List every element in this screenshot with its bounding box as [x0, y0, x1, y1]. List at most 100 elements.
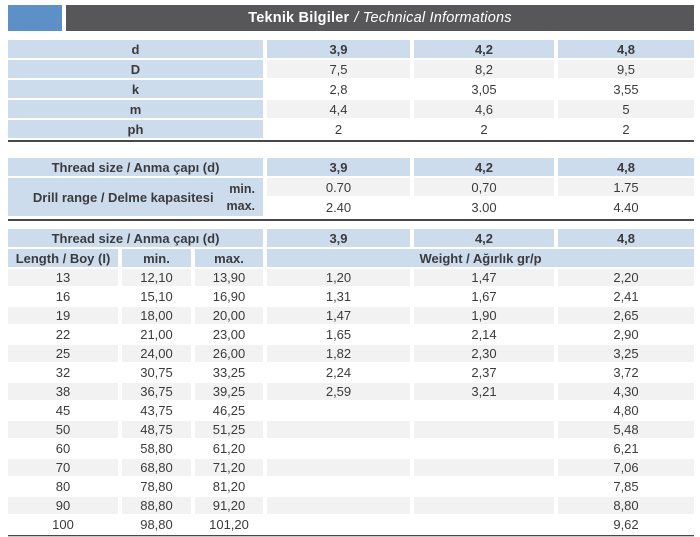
table-cell: 4,4: [267, 100, 410, 118]
table-cell: 60: [55, 441, 71, 456]
table-cell: 9,5: [558, 60, 694, 78]
table-cell: 36,75: [122, 383, 191, 400]
table-cell: 2,65: [558, 307, 694, 324]
table-cell: [414, 478, 554, 495]
table-cell: 1,82: [267, 345, 410, 362]
table-cell: 4.40: [613, 199, 639, 215]
table-row: 60 58,80 61,20 6,21: [8, 440, 694, 457]
table-cell: 5: [558, 100, 694, 118]
table-cell: 16: [55, 289, 71, 304]
table-cell: 3,55: [613, 81, 639, 97]
table-cell: 43,75: [140, 403, 173, 418]
table-cell: [267, 478, 410, 495]
table-cell: 8,2: [414, 60, 554, 78]
length-header: Length / Boy (I): [8, 249, 118, 267]
table-cell: [267, 459, 410, 476]
table-cell: [414, 402, 554, 419]
row-label: d: [8, 40, 263, 58]
table-cell: 4,80: [613, 403, 639, 418]
table-cell: 4,8: [558, 40, 694, 58]
table-cell: 91,20: [195, 497, 263, 514]
table-cell: 2,37: [471, 365, 497, 380]
table-cell: 70: [8, 459, 118, 476]
table-cell: 1,47: [267, 307, 410, 324]
table-cell: 1,20: [267, 269, 410, 286]
technical-info-sheet: Teknik Bilgiler / Technical Informations…: [8, 5, 694, 537]
table-cell: 22: [55, 327, 71, 342]
table-cell: 81,20: [212, 479, 246, 494]
row-label: D: [8, 60, 263, 78]
table-header-row: Thread size / Anma çapı (d) 3,9 4,2 4,8: [8, 229, 694, 247]
table-row: 45 43,75 46,25 4,80: [8, 402, 694, 419]
table-subheader-row: Length / Boy (I) min. max. Weight / Ağır…: [8, 249, 694, 267]
table-row: 16 15,10 16,90 1,31 1,67 2,41: [8, 288, 694, 305]
table-cell: 71,20: [195, 459, 263, 476]
table-cell: 16,90: [212, 289, 246, 304]
table-cell: 2: [622, 121, 630, 137]
parameters-table: d 3,9 4,2 4,8 D 7,5 8,2 9,5 k 2,8 3,05 3,55 m 4,4 4,6 5…: [8, 40, 694, 138]
page-title-main: Teknik Bilgiler: [248, 10, 350, 26]
table-cell: 1,90: [414, 307, 554, 324]
column-header-size-2: 4,2: [414, 229, 554, 247]
thread-size-header: Thread size / Anma çapı (d): [8, 158, 263, 176]
table-cell: [414, 459, 554, 476]
column-header-size-2: 4,2: [414, 158, 554, 176]
table1-bottom-border: [8, 140, 694, 142]
table-cell: 2,20: [558, 269, 694, 286]
row-label: k: [8, 80, 263, 98]
table-cell: 15,10: [140, 289, 173, 304]
table-cell: 20,00: [195, 307, 263, 324]
table-cell: 4,2: [414, 40, 554, 58]
table-cell: 19: [8, 307, 118, 324]
table-cell: 2,41: [613, 289, 639, 304]
drill-range-row: Drill range / Delme kapasitesi min. max.…: [8, 178, 694, 216]
table2-bottom-border: [8, 219, 694, 221]
table-cell: 50: [8, 421, 118, 438]
table-cell: 2,14: [471, 327, 497, 342]
drill-min-row: 0.70 0,70 1.75: [267, 178, 694, 196]
table-cell: 3.00: [471, 199, 497, 215]
weight-header: Weight / Ağırlık gr/p: [267, 249, 694, 267]
table-cell: 3,05: [471, 81, 497, 97]
table-row: 50 48,75 51,25 5,48: [8, 421, 694, 438]
table-cell: 18,00: [122, 307, 191, 324]
table-cell: 1,67: [471, 289, 497, 304]
table-cell: 61,20: [212, 441, 246, 456]
table-cell: 3,21: [414, 383, 554, 400]
table-cell: 25: [8, 345, 118, 362]
table-cell: 88,80: [122, 497, 191, 514]
table-cell: 90: [8, 497, 118, 514]
table-cell: 2,90: [613, 327, 639, 342]
table-row: ph 2 2 2: [8, 120, 694, 138]
table-cell: 1,47: [414, 269, 554, 286]
page-title: Teknik Bilgiler / Technical Informations: [66, 5, 694, 31]
table-cell: 2: [334, 121, 343, 137]
table-cell: 39,25: [195, 383, 263, 400]
table-cell: 13,90: [195, 269, 263, 286]
table-cell: [267, 402, 410, 419]
table-cell: 4,30: [558, 383, 694, 400]
table-row: 25 24,00 26,00 1,82 2,30 3,25: [8, 345, 694, 362]
table-cell: [414, 497, 554, 514]
table-cell: 46,25: [212, 403, 246, 418]
table-cell: 3,9: [267, 40, 410, 58]
table-cell: 5,48: [558, 421, 694, 438]
table-cell: 80: [55, 479, 71, 494]
length-weight-table: Thread size / Anma çapı (d) 3,9 4,2 4,8 …: [8, 229, 694, 533]
table-row: 22 21,00 23,00 1,65 2,14 2,90: [8, 326, 694, 343]
table-cell: [267, 421, 410, 438]
table-cell: 1,65: [325, 327, 352, 342]
length-weight-rows: 13 12,10 13,90 1,20 1,47 2,20 16 15,10 16,90 1,31…: [8, 269, 694, 533]
table-cell: 7,06: [558, 459, 694, 476]
table-cell: 1,31: [325, 289, 352, 304]
min-header: min.: [122, 249, 191, 267]
table-cell: [414, 421, 554, 438]
table-cell: 7,5: [267, 60, 410, 78]
table-cell: 13: [8, 269, 118, 286]
table-cell: 58,80: [140, 441, 173, 456]
table-cell: 78,80: [140, 479, 173, 494]
accent-square: [8, 5, 62, 31]
table-cell: 51,25: [195, 421, 263, 438]
table-row: 38 36,75 39,25 2,59 3,21 4,30: [8, 383, 694, 400]
table-cell: 6,21: [613, 441, 639, 456]
